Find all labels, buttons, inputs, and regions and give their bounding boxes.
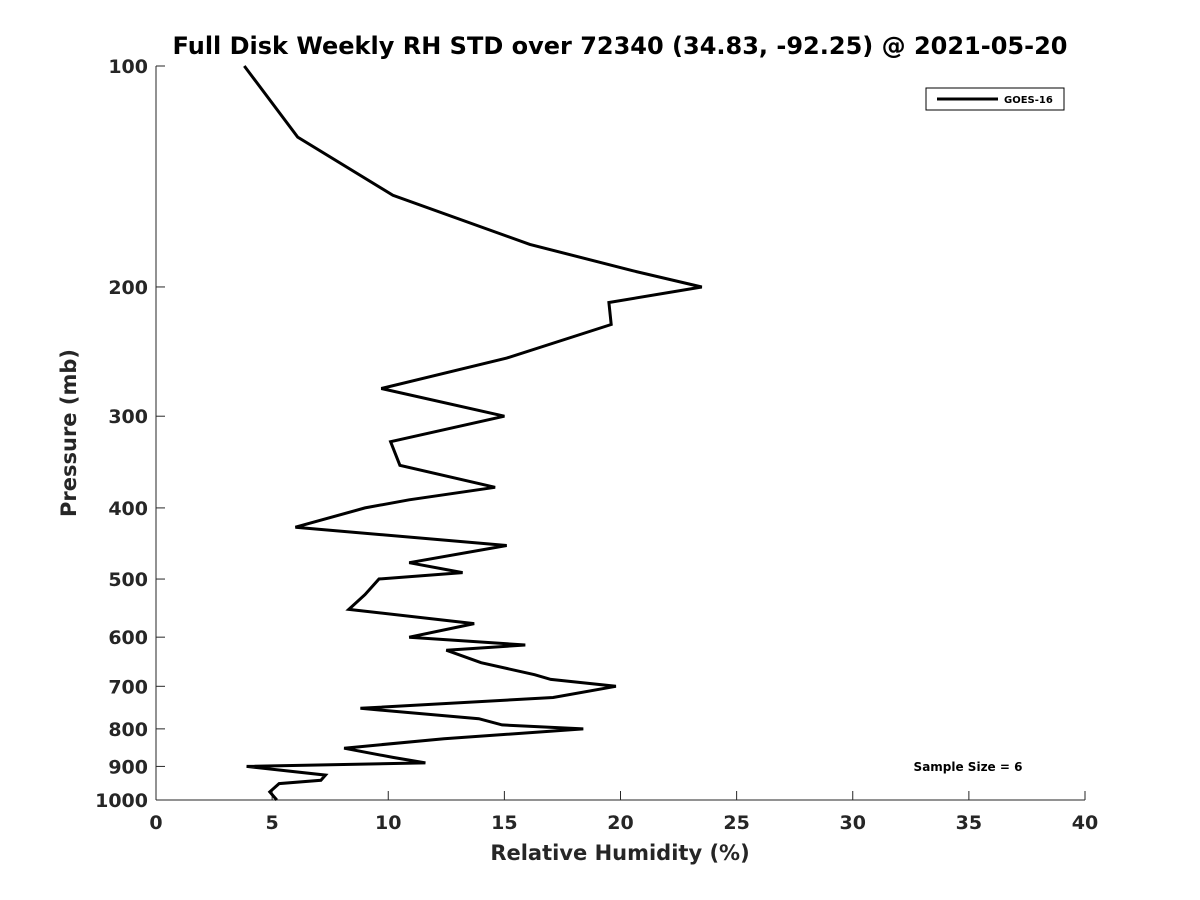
plot-area	[156, 66, 1085, 800]
chart-title: Full Disk Weekly RH STD over 72340 (34.8…	[173, 32, 1068, 60]
x-tick-label: 0	[149, 812, 162, 834]
x-tick-label: 30	[840, 812, 866, 834]
y-tick-label: 300	[108, 406, 148, 428]
x-tick-label: 15	[491, 812, 517, 834]
y-tick-label: 800	[108, 719, 148, 741]
y-axis-ticks: 100 200 300 400 500 600 700 800 900 1000	[95, 56, 165, 812]
x-axis-label: Relative Humidity (%)	[490, 841, 749, 865]
x-tick-label: 25	[723, 812, 749, 834]
y-tick-label: 600	[108, 627, 148, 649]
y-tick-label: 200	[108, 277, 148, 299]
y-tick-label: 100	[108, 56, 148, 78]
series-layer	[243, 65, 703, 801]
y-tick-label: 700	[108, 676, 148, 698]
y-tick-label: 1000	[95, 790, 148, 812]
x-tick-label: 10	[375, 812, 401, 834]
x-tick-label: 20	[607, 812, 633, 834]
x-axis-ticks: 0 5 10 15 20 25 30 35 40	[149, 791, 1098, 834]
legend: GOES-16	[925, 87, 1065, 111]
y-axis-label: Pressure (mb)	[57, 349, 81, 517]
y-tick-label: 900	[108, 756, 148, 778]
legend-entry-goes-16: GOES-16	[1004, 95, 1053, 106]
y-tick-label: 500	[108, 569, 148, 591]
series-line-goes-16	[243, 65, 703, 801]
x-tick-label: 5	[266, 812, 279, 834]
sample-size-annotation: Sample Size = 6	[914, 760, 1023, 774]
x-tick-label: 35	[956, 812, 982, 834]
x-tick-label: 40	[1072, 812, 1098, 834]
y-tick-label: 400	[108, 498, 148, 520]
